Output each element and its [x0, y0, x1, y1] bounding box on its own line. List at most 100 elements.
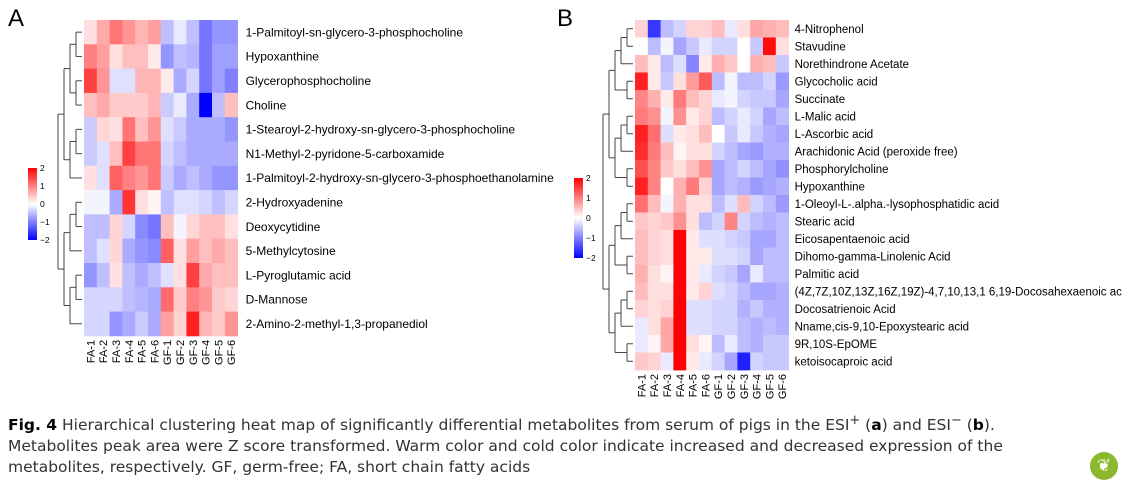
heatmap-cell — [647, 72, 661, 91]
heatmap-cell — [724, 352, 738, 371]
heatmap-cell — [224, 92, 238, 118]
heatmap-cell — [224, 20, 238, 45]
column-label: FA-2 — [649, 374, 661, 397]
heatmap-cell — [224, 68, 238, 94]
row-label: 1-Palmitoyl-2-hydroxy-sn-glycero-3-phosp… — [246, 171, 554, 185]
heatmap-cell — [109, 117, 123, 142]
heatmap-cell — [635, 55, 649, 73]
colorbar-tick-label: 1 — [40, 181, 45, 191]
heatmap-cell — [96, 92, 110, 118]
colorbar-tick-label: 2 — [586, 173, 591, 183]
heatmap-cell — [122, 68, 136, 94]
column-label: GF-6 — [226, 340, 238, 365]
heatmap-cell — [673, 125, 687, 143]
heatmap-cell — [737, 20, 751, 38]
heatmap-cell — [135, 117, 149, 142]
heatmap-cell — [775, 107, 789, 126]
heatmap-cell — [737, 72, 751, 91]
heatmap-cell — [84, 117, 98, 142]
heatmap-cell — [84, 20, 98, 45]
heatmap-cell — [660, 335, 674, 353]
heatmap-cell — [673, 212, 687, 231]
heatmap-cell — [775, 335, 789, 353]
heatmap-cell — [96, 214, 110, 240]
heatmap-cell — [647, 142, 661, 161]
heatmap-cell — [224, 165, 238, 191]
heatmap-cell — [750, 72, 764, 91]
heatmap-cell — [763, 107, 777, 126]
heatmap-cell — [109, 287, 123, 312]
heatmap-cell — [647, 230, 661, 248]
heatmap-cell — [686, 107, 700, 126]
heatmap-cell — [686, 90, 700, 108]
heatmap-cell — [135, 238, 149, 264]
heatmap-cell — [775, 160, 789, 178]
column-label: FA-1 — [85, 340, 97, 363]
heatmap-cell — [212, 311, 226, 337]
heatmap-cell — [660, 282, 674, 301]
heatmap-cell — [647, 125, 661, 143]
heatmap-cell — [186, 311, 200, 337]
heatmap-cell — [673, 72, 687, 91]
heatmap-cell — [711, 265, 725, 283]
row-label: 1-Oleoyl-L-.alpha.-lysophosphatidic acid — [795, 199, 1000, 211]
heatmap-cell — [199, 214, 213, 240]
row-label: 2-Amino-2-methyl-1,3-propanediol — [246, 317, 428, 331]
heatmap-cell — [699, 247, 713, 266]
heatmap-cell — [775, 247, 789, 266]
column-label: FA-4 — [675, 374, 687, 397]
heatmap-cell — [84, 165, 98, 191]
heatmap-cell — [148, 44, 162, 69]
heatmap-cell — [84, 190, 98, 215]
heatmap-cell — [737, 177, 751, 196]
heatmap-cell — [186, 238, 200, 264]
heatmap-cell — [635, 282, 649, 301]
column-label: FA-3 — [662, 374, 674, 397]
heatmap-cell — [635, 352, 649, 371]
heatmap-cell — [84, 141, 98, 167]
heatmap-cell — [750, 317, 764, 336]
heatmap-cell — [173, 141, 187, 167]
heatmap-cell — [737, 352, 751, 371]
heatmap-cell — [84, 68, 98, 94]
heatmap-cell — [660, 352, 674, 371]
heatmap-cell — [763, 352, 777, 371]
heatmap-cell — [109, 311, 123, 337]
heatmap-cell — [711, 20, 725, 38]
heatmap-cell — [160, 117, 174, 142]
heatmap-cell — [763, 282, 777, 301]
heatmap-cell — [673, 317, 687, 336]
heatmap-cell — [173, 20, 187, 45]
row-label: Eicosapentaenoic acid — [795, 234, 910, 246]
heatmap-cell — [686, 282, 700, 301]
row-label: Phosphorylcholine — [795, 164, 889, 176]
heatmap-cell — [660, 177, 674, 196]
heatmap-cell — [686, 72, 700, 91]
heatmap-cell — [737, 230, 751, 248]
heatmap-cell — [199, 44, 213, 69]
heatmap-cell — [173, 92, 187, 118]
heatmap-cell — [212, 20, 226, 45]
heatmap-cell — [96, 44, 110, 69]
colorbar-tick-label: −2 — [586, 253, 596, 263]
heatmap-cell — [737, 247, 751, 266]
heatmap-cell — [763, 55, 777, 73]
heatmap-cell — [660, 300, 674, 318]
heatmap-cell — [699, 55, 713, 73]
heatmap-cell — [724, 107, 738, 126]
heatmap-cell — [199, 287, 213, 312]
heatmap-cell — [135, 214, 149, 240]
heatmap-cell — [635, 37, 649, 56]
heatmap-cell — [775, 282, 789, 301]
heatmap-cell — [737, 142, 751, 161]
heatmap-cell — [724, 265, 738, 283]
heatmap-cell — [84, 92, 98, 118]
heatmap-cell — [724, 125, 738, 143]
heatmap-cell — [699, 195, 713, 213]
column-label: FA-6 — [700, 374, 712, 397]
heatmap-cell — [699, 282, 713, 301]
heatmap-cell — [199, 141, 213, 167]
row-label: Glycocholic acid — [795, 76, 878, 88]
heatmap-cell — [686, 160, 700, 178]
heatmap-cell — [173, 311, 187, 337]
